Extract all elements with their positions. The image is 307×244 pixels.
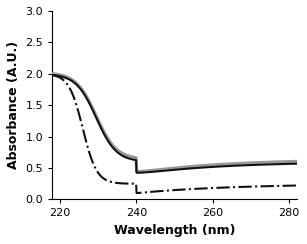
Y-axis label: Absorbance (A.U.): Absorbance (A.U.) xyxy=(7,41,20,169)
X-axis label: Wavelength (nm): Wavelength (nm) xyxy=(114,224,235,237)
